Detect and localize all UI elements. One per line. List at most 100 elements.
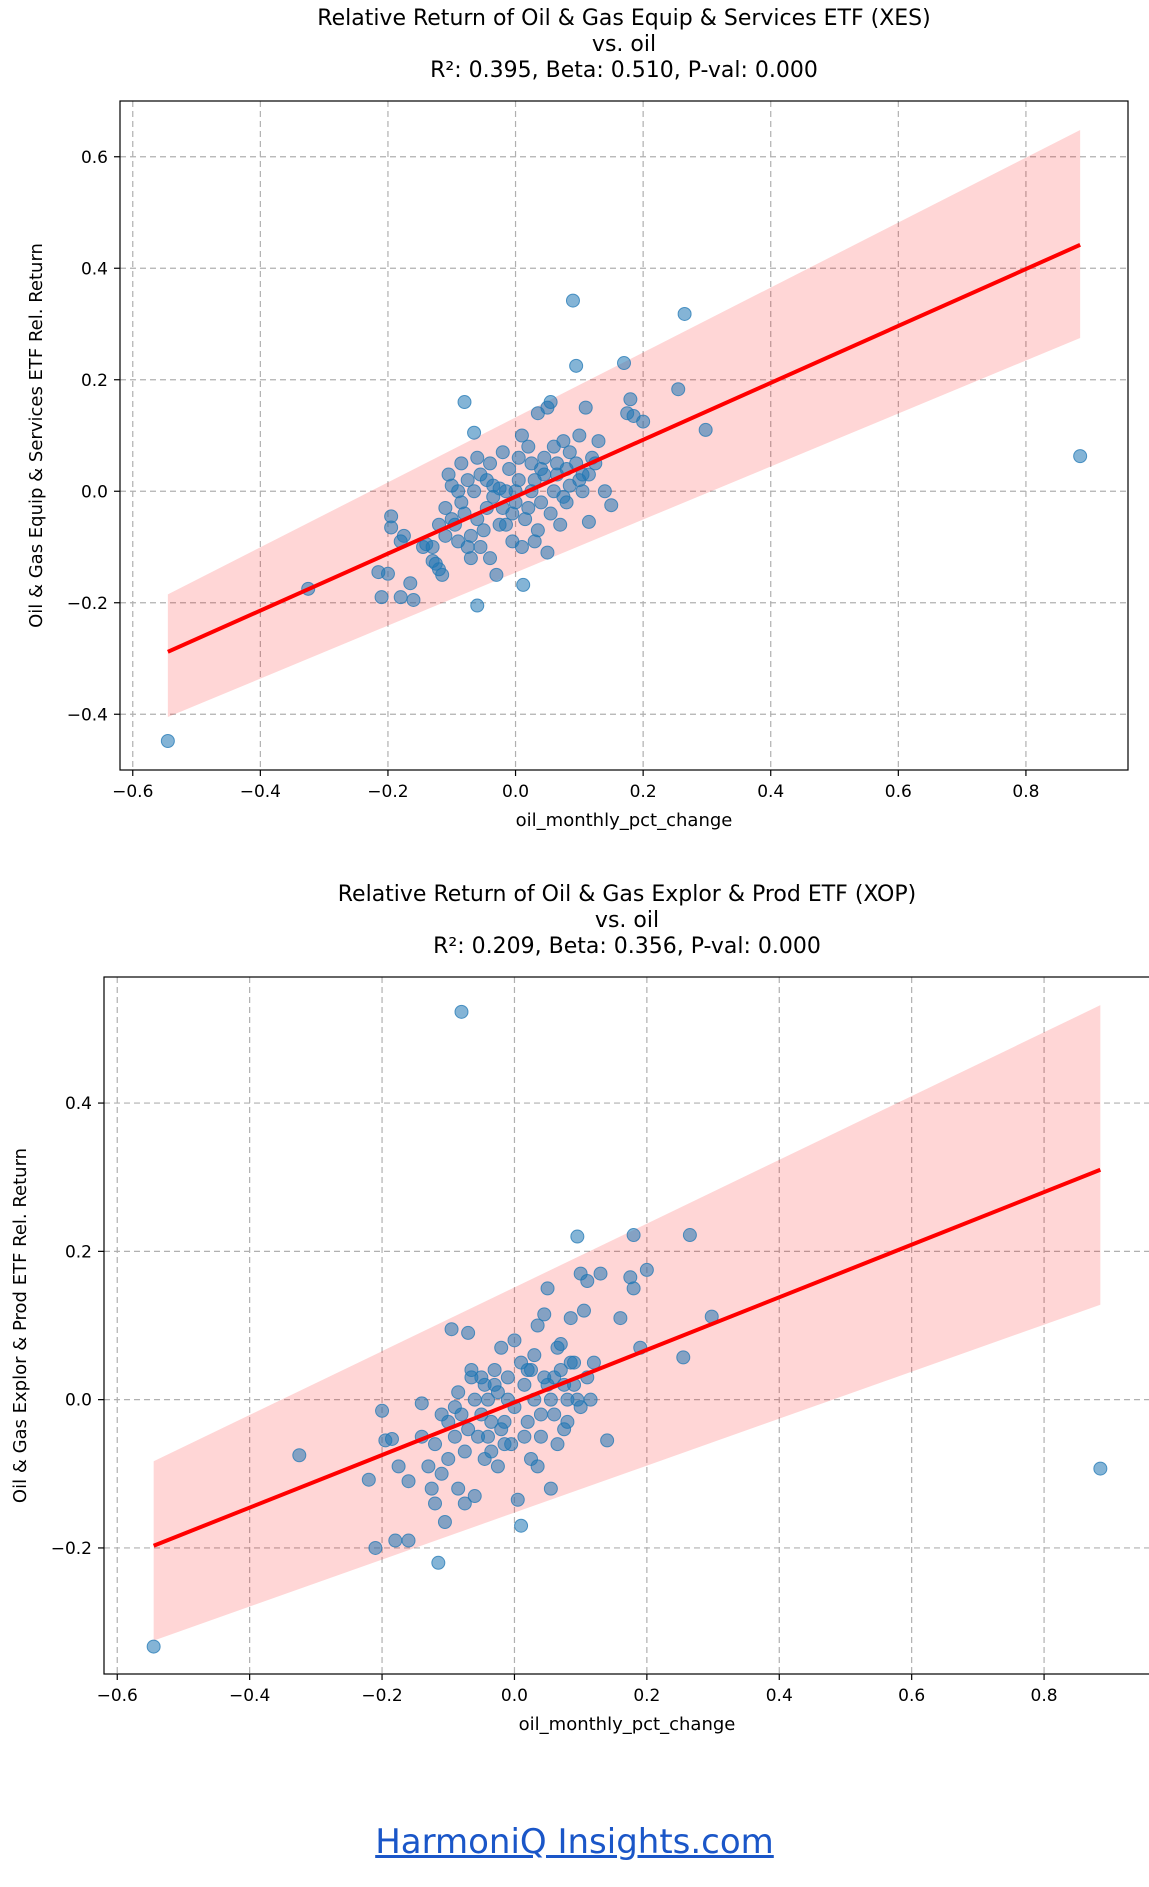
chart2-point-100 (451, 1385, 466, 1400)
chart1-point-27 (467, 425, 482, 440)
chart2-point-103 (517, 1377, 532, 1392)
chart1-title-line-2: vs. oil (592, 32, 656, 57)
chart1-xtick-label-3: 0.0 (502, 782, 529, 802)
chart1-point-117 (495, 445, 510, 460)
chart1-point-108 (470, 450, 485, 465)
chart2-point-104 (524, 1362, 539, 1377)
chart2-point-105 (530, 1459, 545, 1474)
chart2-title-line-1: Relative Return of Oil & Gas Explor & Pr… (338, 882, 916, 907)
chart2-point-110 (563, 1355, 578, 1370)
chart2-point-109 (557, 1422, 572, 1437)
chart1-plot-frame (119, 100, 1129, 771)
chart2-point-72 (676, 1350, 691, 1365)
harmoniq-insights-link[interactable]: HarmoniQ Insights.com (375, 1822, 774, 1862)
chart1-point-39 (502, 461, 517, 476)
chart2-point-107 (543, 1392, 558, 1407)
chart1-xaxis-label: oil_monthly_pct_change (516, 810, 733, 831)
chart2-point-16 (431, 1555, 446, 1570)
chart1-point-87 (498, 484, 513, 499)
chart1-point-59 (562, 445, 577, 460)
chart2-xtick-label-2: −0.2 (361, 1686, 402, 1706)
chart2-point-75 (1093, 1461, 1108, 1476)
chart2-point-41 (514, 1518, 529, 1533)
chart1-point-94 (543, 506, 558, 521)
chart1-point-62 (572, 428, 587, 443)
chart2-point-8 (391, 1459, 406, 1474)
chart2-xaxis-label: oil_monthly_pct_change (519, 1714, 736, 1735)
chart2-point-40 (510, 1492, 525, 1507)
chart2-point-35 (494, 1340, 509, 1355)
chart1-point-79 (451, 484, 466, 499)
chart2-xtick-label-6: 0.6 (898, 1686, 925, 1706)
chart1-point-50 (534, 495, 549, 510)
chart2-point-92 (553, 1362, 568, 1377)
chart2-point-24 (457, 1496, 472, 1511)
chart2-point-87 (520, 1414, 535, 1429)
chart2-point-2 (361, 1472, 376, 1487)
chart1-point-6 (384, 520, 399, 535)
chart1-point-69 (604, 498, 619, 513)
chart2-point-10 (401, 1474, 416, 1489)
chart2-xtick-label-5: 0.4 (766, 1686, 793, 1706)
chart2-point-50 (543, 1481, 558, 1496)
chart1-point-90 (518, 512, 533, 527)
chart2-point-11 (414, 1396, 429, 1411)
chart2-point-39 (507, 1333, 522, 1348)
chart1-point-105 (425, 540, 440, 554)
chart1-ytick-label-2: 0.0 (81, 482, 108, 502)
chart2-point-32 (484, 1444, 499, 1459)
chart1-point-78 (1073, 449, 1088, 464)
chart2-point-66 (613, 1311, 628, 1326)
chart1-point-82 (467, 484, 482, 499)
chart2-xtick-label-4: 0.2 (633, 1686, 660, 1706)
chart1-point-60 (565, 293, 580, 308)
chart2-xtick-label-7: 0.8 (1031, 1686, 1058, 1706)
chart2-point-73 (682, 1228, 697, 1243)
chart2-point-81 (480, 1429, 495, 1444)
chart2-point-69 (626, 1228, 641, 1243)
chart1-point-115 (527, 534, 542, 549)
chart2-xtick-label-3: 0.0 (501, 1686, 528, 1706)
chart2-yaxis-label: Oil & Gas Explor & Prod ETF Rel. Return (10, 1148, 31, 1503)
chart2-point-3 (368, 1540, 383, 1555)
chart1-ytick-label-0: −0.4 (67, 705, 108, 725)
chart1-point-61 (569, 358, 584, 373)
chart2-point-46 (530, 1318, 545, 1333)
chart2-point-0 (146, 1639, 161, 1654)
chart1-point-70 (617, 356, 631, 371)
chart1-point-31 (476, 523, 491, 538)
chart1-xtick-label-2: −0.2 (367, 782, 408, 802)
chart1-point-74 (636, 414, 651, 429)
chart2-point-13 (421, 1459, 436, 1474)
chart1-ytick-label-3: 0.2 (81, 371, 108, 391)
chart1-point-7 (393, 590, 408, 605)
chart2-point-60 (576, 1303, 591, 1318)
chart-xop: Relative Return of Oil & Gas Explor & Pr… (10, 882, 1149, 1735)
chart2-title-line-2: vs. oil (595, 908, 659, 933)
chart2-point-65 (600, 1433, 615, 1448)
chart2-point-42 (517, 1429, 532, 1444)
chart2-point-17 (434, 1466, 449, 1481)
chart1-point-106 (454, 456, 469, 471)
chart2-point-101 (457, 1444, 472, 1459)
chart1-point-107 (460, 540, 475, 554)
chart2-point-113 (484, 1414, 499, 1429)
chart2-point-34 (490, 1459, 505, 1474)
chart2-point-52 (550, 1437, 565, 1452)
chart2-point-97 (441, 1451, 456, 1466)
chart1-point-45 (516, 577, 531, 592)
chart2-point-102 (464, 1362, 479, 1377)
chart1-point-56 (553, 517, 568, 532)
chart1-point-30 (473, 540, 488, 554)
chart2-point-98 (434, 1407, 449, 1422)
chart1-point-24 (457, 395, 472, 410)
chart1-point-112 (546, 439, 561, 454)
chart2-point-9 (401, 1533, 416, 1548)
chart2-point-108 (550, 1340, 565, 1355)
chart1-point-4 (380, 566, 395, 581)
chart2-xtick-label-0: −0.6 (97, 1686, 138, 1706)
chart2-point-7 (388, 1533, 403, 1548)
chart1-xtick-label-0: −0.6 (112, 782, 153, 802)
chart2-point-47 (533, 1407, 548, 1422)
chart2-point-88 (527, 1348, 542, 1363)
